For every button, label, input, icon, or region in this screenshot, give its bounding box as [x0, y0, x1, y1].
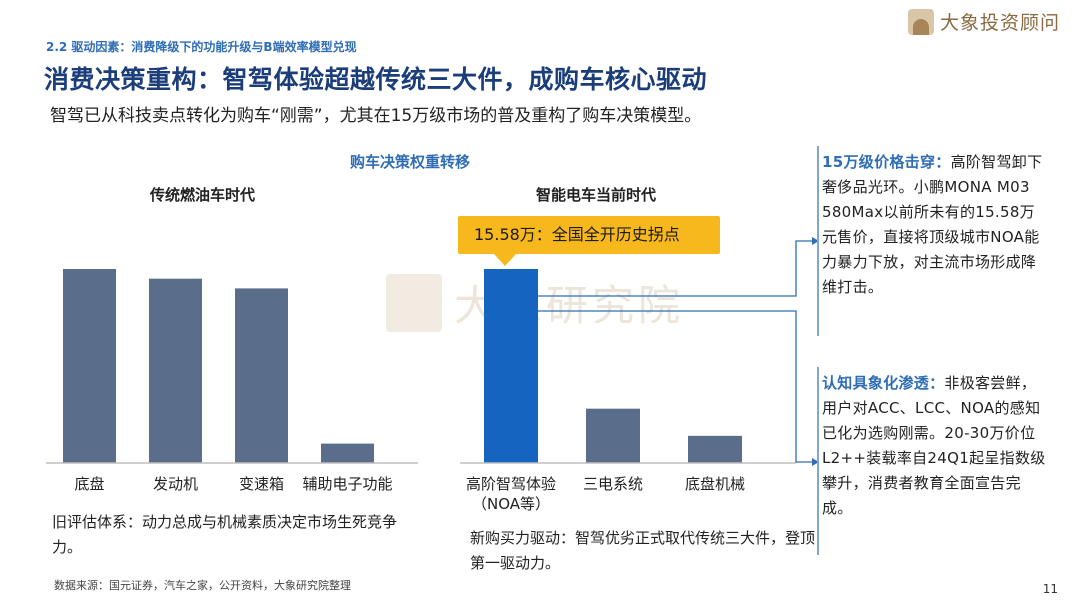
- right-tick-label-2: 三电系统: [582, 475, 643, 493]
- left-bar-2: [149, 278, 202, 463]
- left-bar-3: [235, 288, 288, 463]
- right-bar-1: [484, 269, 538, 463]
- right-bar-group: [484, 269, 742, 463]
- page-title: 消费决策重构：智驾体验超越传统三大件，成购车核心驱动: [44, 65, 708, 94]
- panel-divider-2: [817, 367, 819, 555]
- left-tick-label-3: 变速箱: [238, 475, 284, 493]
- price-callout: 15.58万：全国全开历史拐点: [458, 216, 720, 254]
- panel-2-body: 非极客尝鲜，用户对ACC、LCC、NOA的感知已化为选购刚需。20-30万价位L…: [822, 374, 1046, 517]
- left-tick-label-1: 底盘: [74, 475, 105, 493]
- watermark-logo-icon: [386, 273, 442, 332]
- panel-1-heading: 15万级价格击穿：: [822, 153, 951, 171]
- left-note: 旧评估体系：动力总成与机械素质决定市场生死竞争力。: [52, 513, 398, 556]
- section-label: 2.2 驱动因素：消费降级下的功能升级与B端效率模型兑现: [46, 40, 357, 54]
- brand-logo-text: 大象投资顾问: [939, 12, 1060, 34]
- connector-lines: [538, 240, 812, 463]
- right-tick-label-1: 高阶智驾体验 （NOA等）: [465, 475, 556, 513]
- right-note: 新购买力驱动：智驾优劣正式取代传统三大件，登顶第一驱动力。: [470, 529, 816, 572]
- callout-pointer: [494, 254, 516, 266]
- chart-title: 购车决策权重转移: [350, 153, 471, 171]
- left-bar-4: [321, 443, 374, 463]
- source-note: 数据来源：国元证券，汽车之家，公开资料，大象研究院整理: [54, 579, 351, 592]
- panel-2-heading: 认知具象化渗透：: [822, 374, 945, 392]
- page-number: 11: [1042, 582, 1058, 596]
- left-tick-label-4: 辅助电子功能: [302, 475, 393, 493]
- connector-arrow-bottom-icon: [812, 458, 819, 466]
- elephant-logo-icon: [907, 8, 934, 35]
- panel-1-body: 高阶智驾卸下奢侈品光环。小鹏MONA M03 580Max以前所未有的15.58…: [822, 153, 1043, 296]
- right-chart-subtitle: 智能电车当前时代: [536, 186, 657, 204]
- right-bar-3: [688, 435, 742, 463]
- left-bar-group: [63, 269, 374, 463]
- brand-logo: 大象投资顾问: [907, 8, 1060, 35]
- right-tick-label-3: 底盘机械: [684, 475, 745, 493]
- insight-panel-2: 认知具象化渗透：非极客尝鲜，用户对ACC、LCC、NOA的感知已化为选购刚需。2…: [822, 371, 1050, 521]
- insight-panel-1: 15万级价格击穿：高阶智驾卸下奢侈品光环。小鹏MONA M03 580Max以前…: [822, 150, 1050, 300]
- panel-divider-1: [817, 146, 819, 336]
- left-bar-1: [63, 269, 116, 463]
- left-chart-subtitle: 传统燃油车时代: [150, 186, 256, 204]
- left-tick-label-2: 发动机: [152, 475, 198, 493]
- right-bar-2: [586, 408, 640, 463]
- page-subtitle: 智驾已从科技卖点转化为购车“刚需”，尤其在15万级市场的普及重构了购车决策模型。: [50, 106, 702, 126]
- connector-arrow-top-icon: [812, 237, 819, 245]
